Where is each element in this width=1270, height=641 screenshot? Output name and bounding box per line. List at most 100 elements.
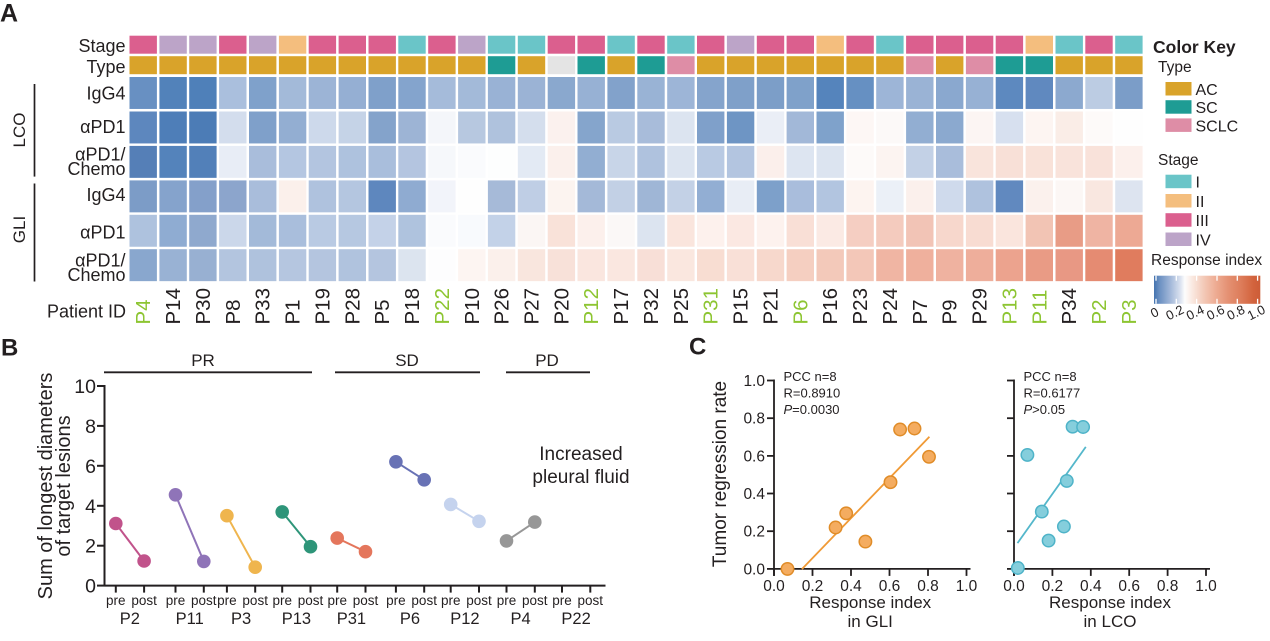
svg-text:P33: P33 — [252, 288, 275, 324]
svg-text:P22: P22 — [561, 610, 590, 628]
svg-text:IgG4: IgG4 — [86, 185, 125, 205]
svg-text:post: post — [242, 593, 268, 608]
svg-text:P15: P15 — [730, 288, 753, 324]
svg-text:Chemo: Chemo — [67, 159, 125, 179]
svg-text:P26: P26 — [491, 288, 514, 324]
svg-text:P22: P22 — [431, 288, 454, 324]
svg-text:II: II — [1196, 194, 1205, 211]
svg-text:A: A — [0, 0, 18, 28]
svg-text:Stage: Stage — [1158, 152, 1199, 169]
svg-text:P19: P19 — [311, 288, 334, 324]
svg-text:P32: P32 — [640, 288, 663, 324]
svg-text:in LCO: in LCO — [1084, 612, 1137, 631]
svg-text:P29: P29 — [969, 288, 992, 324]
svg-text:0.8: 0.8 — [743, 411, 765, 428]
svg-text:post: post — [298, 593, 324, 608]
svg-text:0.4: 0.4 — [1184, 302, 1207, 323]
svg-text:P10: P10 — [461, 288, 484, 324]
svg-text:1.0: 1.0 — [956, 578, 978, 595]
svg-text:P23: P23 — [849, 288, 872, 324]
svg-text:P12: P12 — [450, 610, 479, 628]
svg-text:P21: P21 — [760, 288, 783, 324]
svg-text:post: post — [578, 593, 604, 608]
svg-text:PD: PD — [535, 351, 559, 370]
svg-text:P8: P8 — [222, 299, 245, 324]
svg-text:post: post — [411, 593, 437, 608]
svg-text:Increased: Increased — [539, 444, 622, 465]
svg-text:P18: P18 — [401, 288, 424, 324]
svg-text:P=0.0030: P=0.0030 — [784, 402, 840, 417]
svg-text:P5: P5 — [371, 299, 394, 324]
svg-text:P6: P6 — [400, 610, 420, 628]
svg-text:P14: P14 — [162, 288, 185, 324]
svg-text:Response index: Response index — [809, 593, 931, 612]
svg-text:LCO: LCO — [10, 113, 29, 148]
svg-text:0.0: 0.0 — [1003, 578, 1025, 595]
svg-text:P31: P31 — [337, 610, 366, 628]
svg-text:αPD1/: αPD1/ — [75, 145, 125, 165]
svg-text:B: B — [1, 335, 18, 362]
svg-text:P7: P7 — [909, 299, 932, 324]
svg-text:0.4: 0.4 — [743, 486, 765, 503]
svg-text:0.6: 0.6 — [879, 578, 901, 595]
svg-text:P16: P16 — [819, 288, 842, 324]
svg-text:8: 8 — [85, 416, 96, 438]
svg-text:1.0: 1.0 — [1245, 302, 1268, 323]
svg-text:P20: P20 — [550, 288, 573, 324]
svg-text:of target lesions: of target lesions — [53, 415, 75, 556]
svg-text:1.0: 1.0 — [743, 373, 765, 390]
svg-text:1.0: 1.0 — [1195, 578, 1217, 595]
svg-text:P11: P11 — [176, 610, 204, 628]
svg-text:post: post — [353, 593, 379, 608]
svg-text:0.8: 0.8 — [917, 578, 939, 595]
svg-text:0.2: 0.2 — [802, 578, 824, 595]
svg-text:P9: P9 — [939, 299, 962, 324]
svg-text:0.4: 0.4 — [1080, 578, 1102, 595]
svg-text:pleural fluid: pleural fluid — [532, 467, 629, 488]
svg-text:10: 10 — [74, 376, 96, 398]
svg-text:III: III — [1196, 213, 1209, 230]
svg-text:P2: P2 — [1088, 299, 1111, 324]
svg-text:I: I — [1196, 175, 1200, 192]
svg-text:PR: PR — [191, 351, 215, 370]
svg-text:Chemo: Chemo — [67, 265, 125, 285]
svg-text:Response index: Response index — [1151, 252, 1262, 269]
svg-text:P4: P4 — [511, 610, 531, 628]
svg-text:pre: pre — [552, 593, 572, 608]
svg-text:pre: pre — [441, 593, 461, 608]
svg-text:4: 4 — [85, 496, 96, 518]
svg-text:0.4: 0.4 — [840, 578, 862, 595]
svg-text:P13: P13 — [998, 288, 1021, 324]
svg-text:P2: P2 — [120, 610, 140, 628]
svg-text:2: 2 — [85, 536, 96, 558]
svg-text:αPD1: αPD1 — [80, 117, 125, 137]
svg-text:0.2: 0.2 — [1163, 302, 1186, 323]
svg-text:pre: pre — [217, 593, 237, 608]
svg-text:IgG4: IgG4 — [86, 84, 125, 104]
svg-text:PCC n=8: PCC n=8 — [1024, 369, 1077, 384]
svg-text:post: post — [191, 593, 217, 608]
svg-text:pre: pre — [497, 593, 517, 608]
svg-text:GLI: GLI — [10, 216, 29, 243]
svg-text:P1: P1 — [282, 299, 305, 324]
svg-text:P3: P3 — [231, 610, 251, 628]
svg-text:SC: SC — [1196, 100, 1218, 117]
svg-text:R=0.6177: R=0.6177 — [1024, 386, 1081, 401]
svg-text:pre: pre — [166, 593, 186, 608]
svg-text:P34: P34 — [1058, 288, 1081, 324]
svg-text:P6: P6 — [789, 299, 812, 324]
svg-text:pre: pre — [272, 593, 292, 608]
svg-text:0.0: 0.0 — [743, 561, 765, 578]
svg-text:0.6: 0.6 — [743, 448, 765, 465]
svg-text:P28: P28 — [341, 288, 364, 324]
svg-text:P31: P31 — [700, 288, 723, 324]
svg-text:0: 0 — [85, 576, 96, 598]
svg-text:C: C — [689, 334, 706, 361]
svg-text:post: post — [131, 593, 157, 608]
svg-text:0.0: 0.0 — [763, 578, 785, 595]
svg-text:P12: P12 — [580, 288, 603, 324]
svg-text:in GLI: in GLI — [848, 612, 893, 631]
svg-text:SCLC: SCLC — [1196, 118, 1239, 135]
svg-text:Response index: Response index — [1049, 593, 1171, 612]
svg-text:R=0.8910: R=0.8910 — [784, 386, 841, 401]
